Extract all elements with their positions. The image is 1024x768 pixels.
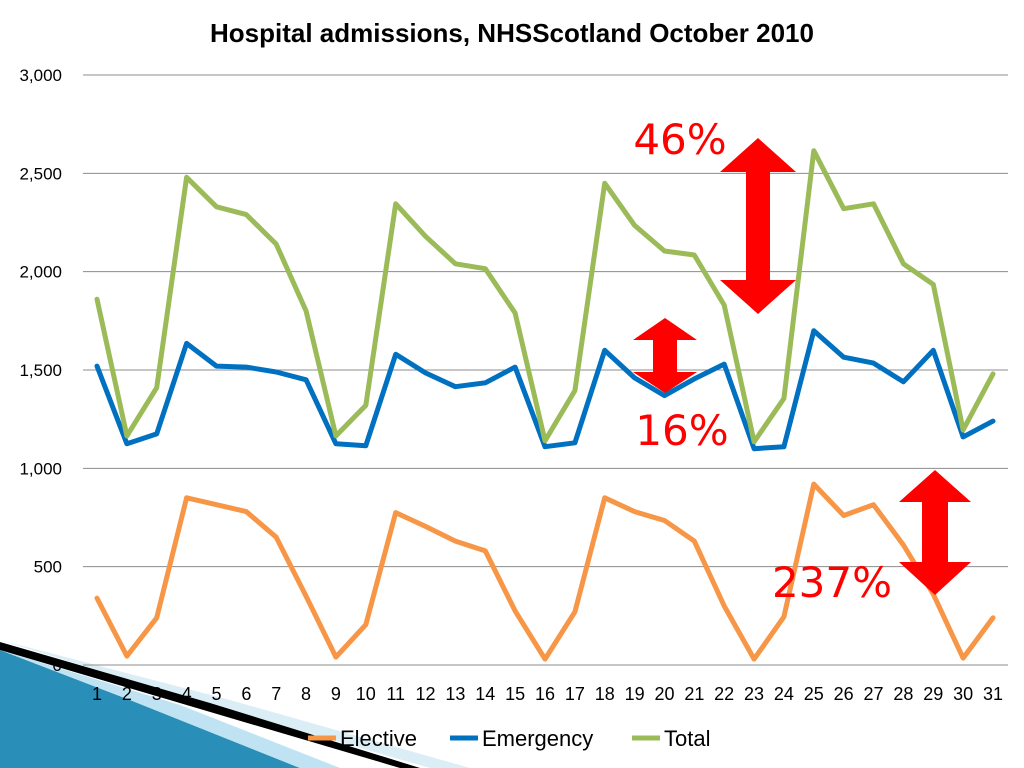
legend-label-elective: Elective [340, 726, 417, 751]
x-tick-label: 5 [211, 684, 221, 704]
y-axis-ticks: 0 500 1,000 1,500 2,000 2,500 3,000 [19, 66, 62, 675]
series-line-elective [94, 481, 996, 662]
x-tick-label: 27 [864, 684, 884, 704]
x-tick-label: 16 [535, 684, 555, 704]
series-lines [94, 148, 996, 662]
x-tick-label: 13 [445, 684, 465, 704]
legend-label-emergency: Emergency [482, 726, 593, 751]
x-tick-label: 1 [92, 684, 102, 704]
x-tick-label: 25 [804, 684, 824, 704]
x-tick-label: 29 [923, 684, 943, 704]
chart-title: Hospital admissions, NHSScotland October… [210, 18, 814, 48]
x-tick-label: 7 [271, 684, 281, 704]
x-tick-label: 21 [684, 684, 704, 704]
y-tick-label: 0 [53, 656, 62, 675]
y-tick-label: 1,500 [19, 361, 62, 380]
x-tick-label: 9 [331, 684, 341, 704]
x-tick-label: 10 [356, 684, 376, 704]
x-tick-label: 26 [834, 684, 854, 704]
y-tick-label: 2,500 [19, 164, 62, 183]
x-tick-label: 18 [595, 684, 615, 704]
grid-lines [83, 74, 1008, 666]
x-tick-label: 24 [774, 684, 794, 704]
annotation-arrow-elective [899, 470, 971, 595]
x-tick-label: 17 [565, 684, 585, 704]
x-tick-label: 23 [744, 684, 764, 704]
x-tick-label: 4 [182, 684, 192, 704]
x-tick-label: 30 [953, 684, 973, 704]
x-tick-label: 6 [241, 684, 251, 704]
x-tick-label: 15 [505, 684, 525, 704]
y-tick-label: 1,000 [19, 459, 62, 478]
x-tick-label: 8 [301, 684, 311, 704]
legend-label-total: Total [664, 726, 710, 751]
y-tick-label: 3,000 [19, 66, 62, 85]
y-tick-label: 500 [34, 558, 62, 577]
annotation-elective-percent: 237% [772, 558, 892, 607]
x-tick-label: 19 [625, 684, 645, 704]
x-tick-label: 3 [152, 684, 162, 704]
y-tick-label: 2,000 [19, 263, 62, 282]
annotation-emergency-percent: 16% [635, 406, 728, 455]
series-line-total [94, 148, 996, 445]
x-tick-label: 14 [475, 684, 495, 704]
x-tick-label: 12 [416, 684, 436, 704]
x-tick-label: 31 [983, 684, 1003, 704]
x-tick-label: 20 [654, 684, 674, 704]
x-tick-label: 11 [386, 684, 405, 704]
annotation-total-percent: 46% [633, 115, 726, 164]
x-tick-label: 2 [122, 684, 132, 704]
annotation-arrow-total [720, 138, 796, 314]
x-tick-label: 22 [714, 684, 734, 704]
x-axis-ticks: 1 2 3 4 5 6 7 8 9 10 11 12 13 14 15 16 17 18 19 20 21 22 23 24 2… [92, 684, 1003, 704]
series-line-emergency [94, 328, 996, 452]
x-tick-label: 28 [893, 684, 913, 704]
annotation-arrow-emergency [633, 318, 697, 393]
legend: Elective Emergency Total [308, 726, 710, 751]
